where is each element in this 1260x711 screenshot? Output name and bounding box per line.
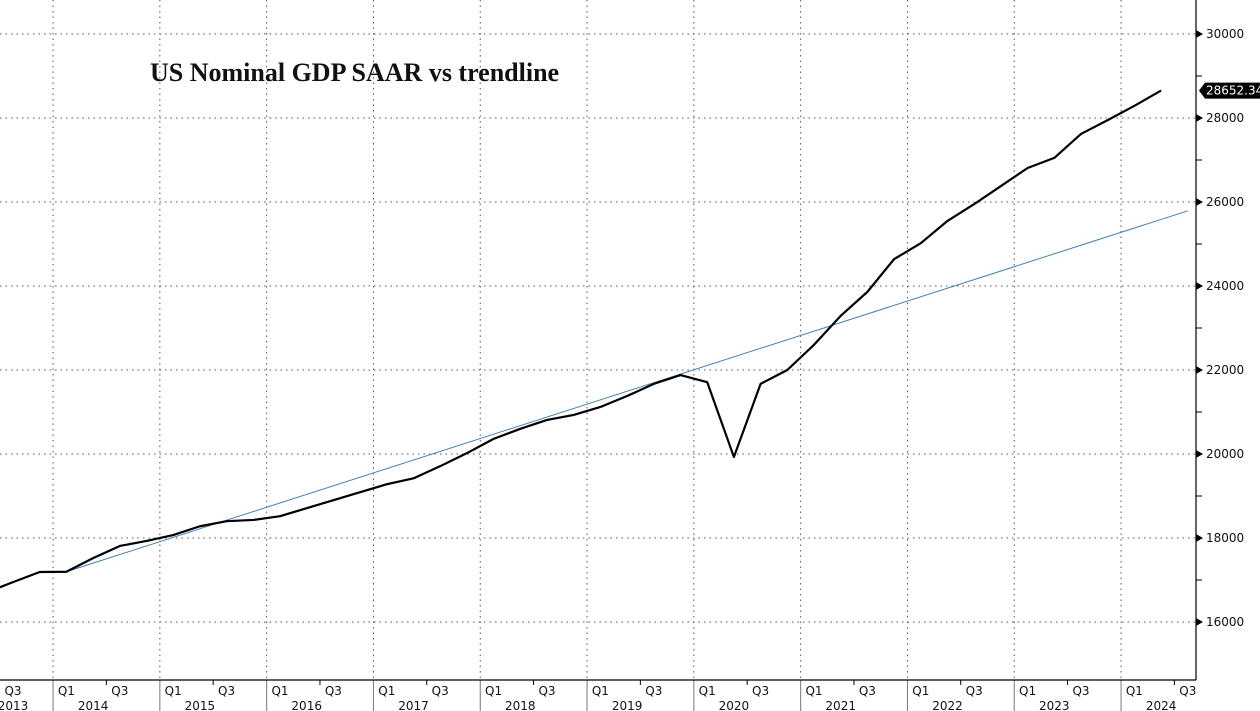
x-tick-quarter-label: Q1: [912, 684, 929, 698]
x-tick-quarter-label: Q1: [1126, 684, 1143, 698]
y-tick-marker: [1196, 282, 1203, 290]
x-tick-quarter-label: Q1: [271, 684, 288, 698]
x-tick-quarter-label: Q3: [538, 684, 555, 698]
chart-title: US Nominal GDP SAAR vs trendline: [150, 58, 559, 87]
x-tick-quarter-label: Q3: [859, 684, 876, 698]
x-tick-quarter-label: Q1: [378, 684, 395, 698]
x-tick-quarter-label: Q3: [325, 684, 342, 698]
x-tick-quarter-label: Q1: [1019, 684, 1036, 698]
x-tick-quarter-label: Q1: [805, 684, 822, 698]
y-tick-marker: [1196, 618, 1203, 626]
x-tick-year-label: 2017: [398, 699, 429, 711]
y-tick-label: 18000: [1206, 531, 1244, 545]
x-tick-quarter-label: Q3: [1179, 684, 1196, 698]
x-tick-year-label: 2024: [1146, 699, 1177, 711]
x-tick-quarter-label: Q3: [966, 684, 983, 698]
x-tick-year-label: 2015: [185, 699, 216, 711]
y-tick-label: 20000: [1206, 447, 1244, 461]
x-tick-year-label: 2020: [719, 699, 750, 711]
y-tick-marker: [1196, 450, 1203, 458]
x-tick-quarter-label: Q3: [111, 684, 128, 698]
x-tick-quarter-label: Q1: [699, 684, 716, 698]
x-tick-year-label: 2013: [0, 699, 28, 711]
gdp-line: [0, 89, 1162, 589]
last-value-badge: [1199, 82, 1260, 99]
y-tick-marker: [1196, 30, 1203, 38]
last-value-label: 28652.34: [1206, 84, 1260, 98]
x-tick-year-label: 2019: [612, 699, 643, 711]
x-tick-quarter-label: Q3: [218, 684, 235, 698]
x-tick-quarter-label: Q3: [752, 684, 769, 698]
y-tick-label: 16000: [1206, 615, 1244, 629]
y-tick-marker: [1196, 114, 1203, 122]
x-tick-quarter-label: Q1: [165, 684, 182, 698]
x-tick-year-label: 2014: [78, 699, 109, 711]
gridlines: [0, 0, 1196, 680]
x-tick-quarter-label: Q3: [645, 684, 662, 698]
series-layer: [0, 89, 1188, 589]
y-tick-marker: [1196, 198, 1203, 206]
x-tick-quarter-label: Q1: [58, 684, 75, 698]
x-tick-year-label: 2021: [825, 699, 856, 711]
trendline: [66, 210, 1188, 573]
y-tick-label: 22000: [1206, 363, 1244, 377]
x-tick-year-label: 2018: [505, 699, 536, 711]
y-tick-label: 30000: [1206, 27, 1244, 41]
x-tick-year-label: 2022: [932, 699, 963, 711]
x-tick-quarter-label: Q1: [592, 684, 609, 698]
y-tick-label: 26000: [1206, 195, 1244, 209]
y-tick-label: 28000: [1206, 111, 1244, 125]
x-tick-year-label: 2016: [291, 699, 322, 711]
x-tick-quarter-label: Q3: [432, 684, 449, 698]
y-tick-label: 24000: [1206, 279, 1244, 293]
x-tick-quarter-label: Q3: [4, 684, 21, 698]
x-tick-quarter-label: Q3: [1072, 684, 1089, 698]
x-tick-year-label: 2023: [1039, 699, 1070, 711]
y-tick-marker: [1196, 534, 1203, 542]
x-tick-quarter-label: Q1: [485, 684, 502, 698]
y-tick-marker: [1196, 366, 1203, 374]
